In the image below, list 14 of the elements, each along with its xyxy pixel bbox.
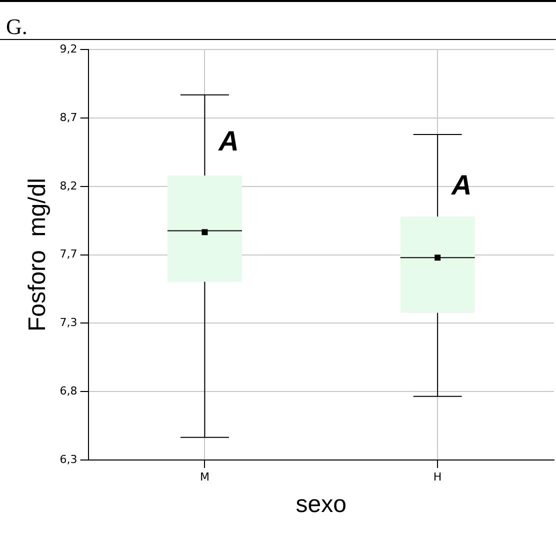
y-tick-label: 7,7 (60, 248, 78, 261)
y-tick-label: 6,8 (60, 384, 78, 398)
chart-title: G. (6, 14, 28, 40)
x-axis-title: sexo (296, 491, 346, 518)
y-tick-label: 6,3 (60, 452, 78, 466)
x-tick-label: H (433, 470, 442, 484)
annotation: A (218, 126, 239, 157)
y-tick-label: 8,2 (60, 179, 78, 192)
y-tick-label: 7,3 (60, 316, 78, 330)
x-tick-label: M (200, 470, 210, 484)
annotation: A (450, 170, 472, 201)
y-axis-title: Fosforo mg/dl (24, 178, 52, 332)
y-tick-label: 8,7 (60, 110, 78, 124)
y-tick-label: 9,2 (60, 42, 78, 56)
